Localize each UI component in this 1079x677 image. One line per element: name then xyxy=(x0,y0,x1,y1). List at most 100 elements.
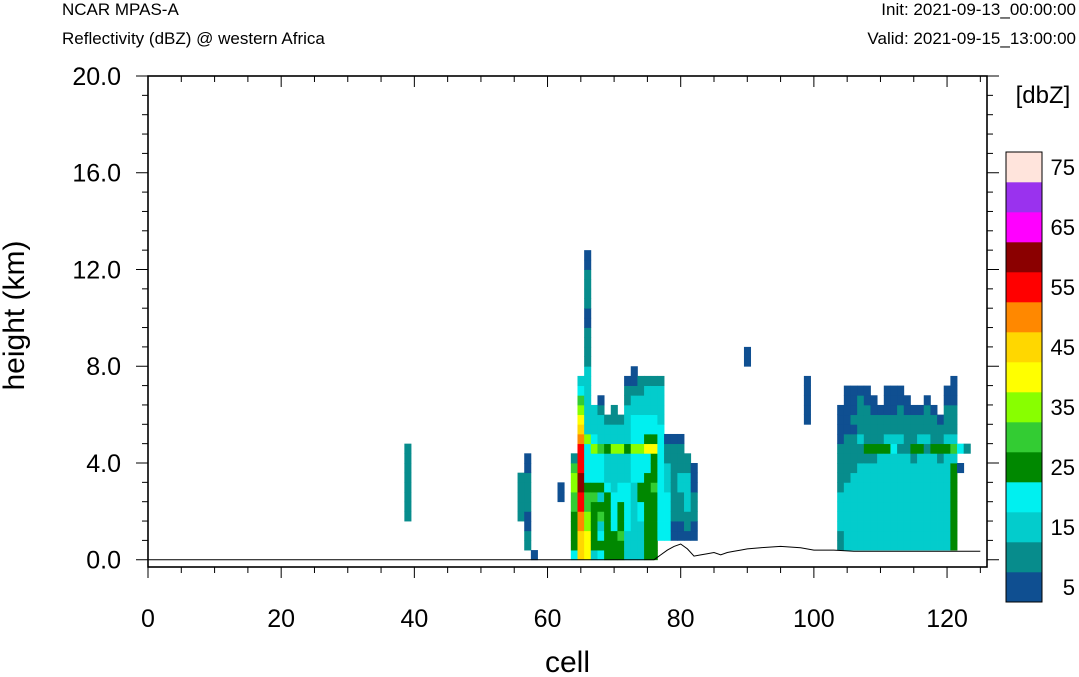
reflectivity-cell xyxy=(937,443,945,454)
colorbar-label: 45 xyxy=(1051,335,1075,360)
reflectivity-cell xyxy=(584,375,592,386)
reflectivity-cell xyxy=(644,472,652,483)
reflectivity-cell xyxy=(857,404,865,416)
reflectivity-cell xyxy=(883,501,891,512)
reflectivity-cell xyxy=(930,453,938,464)
reflectivity-cell xyxy=(517,492,525,503)
reflectivity-cell xyxy=(843,521,851,532)
reflectivity-cell xyxy=(630,385,638,396)
colorbar-swatch xyxy=(1006,242,1042,273)
reflectivity-cell xyxy=(590,414,598,425)
reflectivity-cell xyxy=(677,443,685,454)
reflectivity-cell xyxy=(517,501,525,512)
reflectivity-cell xyxy=(677,433,685,445)
reflectivity-cell xyxy=(690,521,698,532)
reflectivity-cell xyxy=(404,472,412,483)
reflectivity-cell xyxy=(903,492,911,503)
reflectivity-cell xyxy=(850,540,858,551)
reflectivity-cell xyxy=(903,414,911,425)
reflectivity-cell xyxy=(897,492,905,503)
reflectivity-cell xyxy=(677,501,685,512)
terrain-layer xyxy=(148,543,981,561)
reflectivity-cell xyxy=(837,424,845,435)
reflectivity-cell xyxy=(584,337,592,348)
reflectivity-cell xyxy=(923,492,931,503)
reflectivity-cell xyxy=(644,404,652,416)
reflectivity-cell xyxy=(617,424,625,435)
reflectivity-cell xyxy=(843,530,851,541)
colorbar-swatch xyxy=(1006,182,1042,213)
y-tick-label: 12.0 xyxy=(72,256,121,284)
reflectivity-cell xyxy=(637,462,645,474)
reflectivity-cell xyxy=(584,288,592,299)
reflectivity-cell xyxy=(890,414,898,425)
reflectivity-cell xyxy=(617,540,625,551)
reflectivity-cell xyxy=(637,550,645,561)
reflectivity-cell xyxy=(517,482,525,493)
reflectivity-cell xyxy=(923,395,931,406)
reflectivity-cell xyxy=(870,540,878,551)
reflectivity-cell xyxy=(584,404,592,416)
reflectivity-cell xyxy=(863,443,871,454)
reflectivity-cell xyxy=(943,424,951,435)
reflectivity-cell xyxy=(577,530,585,541)
reflectivity-cell xyxy=(684,530,692,541)
reflectivity-cell xyxy=(917,433,925,445)
reflectivity-cell xyxy=(870,414,878,425)
reflectivity-cell xyxy=(617,482,625,493)
reflectivity-cell xyxy=(903,472,911,483)
reflectivity-cell xyxy=(617,443,625,454)
reflectivity-cell xyxy=(943,385,951,396)
reflectivity-cell xyxy=(863,472,871,483)
reflectivity-cell xyxy=(590,530,598,541)
reflectivity-cell xyxy=(943,433,951,445)
reflectivity-cell xyxy=(524,482,532,493)
reflectivity-cell xyxy=(937,482,945,493)
reflectivity-cell xyxy=(650,492,658,503)
reflectivity-cell xyxy=(937,521,945,532)
reflectivity-cell xyxy=(630,375,638,386)
reflectivity-cell xyxy=(857,482,865,493)
reflectivity-cell xyxy=(630,530,638,541)
x-tick-label: 120 xyxy=(926,605,968,633)
reflectivity-cells xyxy=(404,250,971,561)
reflectivity-cell xyxy=(517,472,525,483)
reflectivity-cell xyxy=(557,492,565,503)
reflectivity-cell xyxy=(524,530,532,541)
reflectivity-cell xyxy=(950,395,958,406)
reflectivity-cell xyxy=(650,501,658,512)
reflectivity-cell xyxy=(624,511,632,522)
x-tick-label: 60 xyxy=(534,605,562,633)
reflectivity-cell xyxy=(630,540,638,551)
reflectivity-cell xyxy=(903,404,911,416)
reflectivity-cell xyxy=(610,540,618,551)
reflectivity-cell xyxy=(610,501,618,512)
reflectivity-cell xyxy=(524,501,532,512)
reflectivity-cell xyxy=(950,424,958,435)
reflectivity-cell xyxy=(943,540,951,551)
reflectivity-cell xyxy=(577,414,585,425)
reflectivity-cell xyxy=(890,511,898,522)
reflectivity-cell xyxy=(883,530,891,541)
reflectivity-cell xyxy=(937,530,945,541)
reflectivity-cell xyxy=(584,356,592,367)
reflectivity-cell xyxy=(903,443,911,454)
reflectivity-cell xyxy=(863,540,871,551)
y-tick-label: 4.0 xyxy=(86,450,121,478)
reflectivity-cell xyxy=(930,404,938,416)
reflectivity-cell xyxy=(950,540,958,551)
reflectivity-cell xyxy=(890,433,898,445)
y-tick-label: 0.0 xyxy=(86,547,121,575)
reflectivity-cell xyxy=(870,492,878,503)
reflectivity-cell xyxy=(524,453,532,464)
reflectivity-cell xyxy=(637,540,645,551)
reflectivity-cell xyxy=(897,385,905,396)
reflectivity-cell xyxy=(597,530,605,541)
reflectivity-cell xyxy=(624,482,632,493)
reflectivity-cell xyxy=(404,492,412,503)
reflectivity-cell xyxy=(670,530,678,541)
colorbar-label: 25 xyxy=(1051,455,1075,480)
reflectivity-cell xyxy=(870,443,878,454)
reflectivity-cell xyxy=(617,521,625,532)
reflectivity-cell xyxy=(624,453,632,464)
